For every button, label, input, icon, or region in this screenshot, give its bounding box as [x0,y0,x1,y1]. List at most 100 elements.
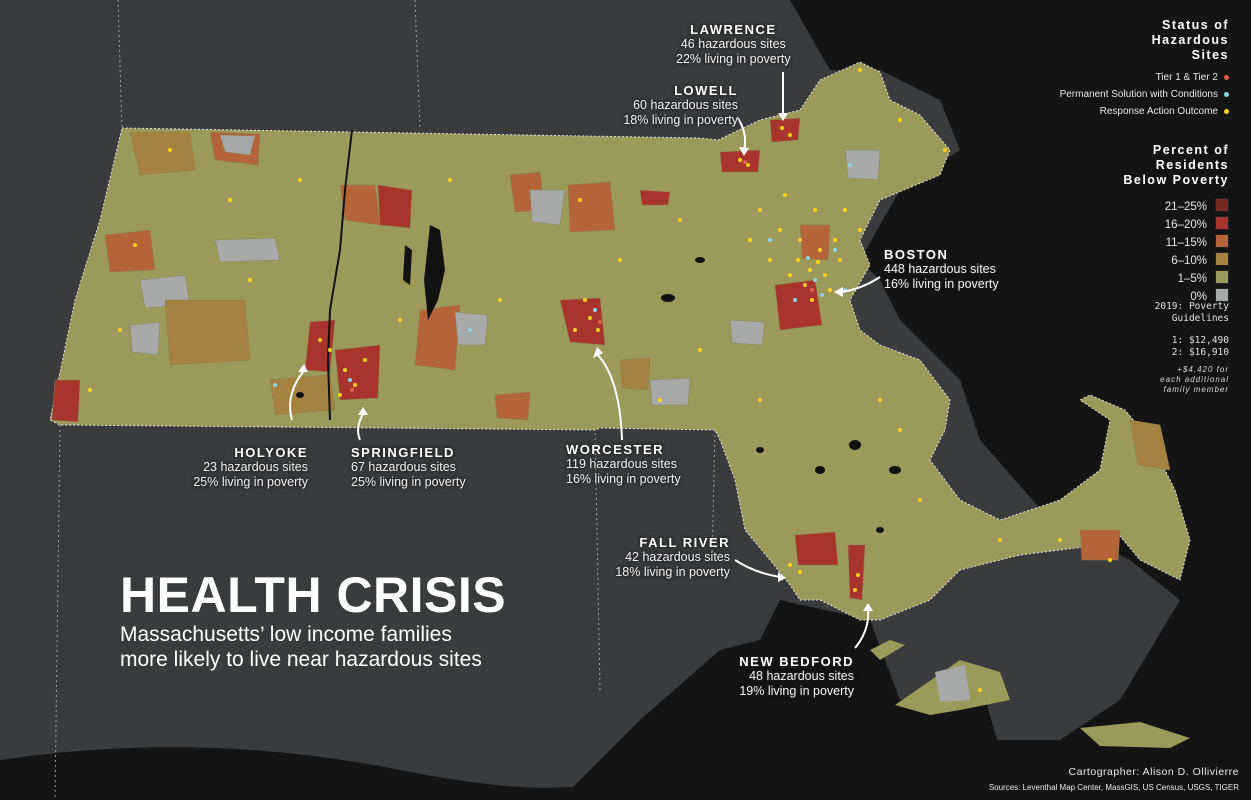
legend-dot-icon [1224,91,1229,97]
city-poverty: 22% living in poverty [676,52,791,66]
legend-heading-line: Residents [1155,158,1229,172]
city-name: WORCESTER [566,442,664,457]
legend-label: 16–20% [1164,219,1207,231]
city-poverty: 18% living in poverty [615,565,730,579]
legend-status-tier: Tier 1 & Tier 2 [1060,69,1229,86]
legend-status-heading: Status of Hazardous Sites [1060,18,1229,63]
legend-status-response: Response Action Outcome [1060,103,1229,120]
label-lowell: LOWELL 60 hazardous sites 18% living in … [623,83,738,128]
arrow-heads [298,113,873,611]
guidelines-line: Guidelines [1171,313,1229,324]
nantucket [1080,722,1190,748]
city-sites: 48 hazardous sites [749,669,854,683]
city-sites: 60 hazardous sites [633,98,738,112]
legend-poverty: Percent of Residents Below Poverty 21–25… [1123,143,1229,306]
arrow-worcester [597,354,623,441]
poverty-guidelines: 2019: Poverty Guidelines 1: $12,490 2: $… [1155,301,1229,395]
label-springfield: SPRINGFIELD 67 hazardous sites 25% livin… [351,445,466,490]
city-poverty: 19% living in poverty [739,684,854,698]
map-title: HEALTH CRISIS [120,567,507,623]
city-poverty: 25% living in poverty [193,475,308,489]
city-poverty: 16% living in poverty [566,472,681,486]
massachusetts-mainland [49,61,1191,621]
label-new-bedford: NEW BEDFORD 48 hazardous sites 19% livin… [739,654,854,699]
guidelines-note: +$4,420 for each additional family membe… [1155,365,1229,395]
arrow-boston [839,276,881,293]
city-sites: 448 hazardous sites [884,262,996,276]
legend-swatch [1215,252,1229,266]
legend-site-status: Status of Hazardous Sites Tier 1 & Tier … [1060,18,1229,120]
label-fall-river: FALL RIVER 42 hazardous sites 18% living… [615,535,730,580]
legend-dot-icon [1224,74,1229,80]
subtitle-line2: more likely to live near hazardous sites [120,648,482,671]
label-boston: BOSTON 448 hazardous sites 16% living in… [884,247,999,292]
legend-label: 11–15% [1165,237,1207,249]
city-sites: 42 hazardous sites [625,550,730,564]
legend-dot-icon [1224,108,1229,114]
annotation-arrows [289,72,881,649]
vineyard-town-gray [935,665,970,702]
arrow-new-bedford [854,607,870,649]
legend-poverty-row: 21–25% [1123,198,1229,216]
long-island-sound [0,747,640,800]
legend-swatch [1215,270,1229,284]
legend-swatch [1215,288,1229,302]
ocean [790,0,1251,800]
city-name: HOLYOKE [234,445,308,460]
water-features [296,225,901,533]
subtitle-line1: Massachusetts’ low income families [120,623,452,646]
arrow-fall-river [734,559,781,578]
label-worcester: WORCESTER 119 hazardous sites 16% living… [566,442,681,487]
city-poverty: 18% living in poverty [623,113,738,127]
legend-heading-line: Sites [1191,48,1229,62]
city-name: FALL RIVER [639,535,730,550]
legend-label: Response Action Outcome [1099,106,1218,117]
legend-poverty-row: 16–20% [1123,216,1229,234]
legend-swatch [1215,198,1229,212]
label-lawrence: LAWRENCE 46 hazardous sites 22% living i… [676,22,791,67]
map-subtitle: Massachusetts’ low income families more … [120,622,540,672]
legend-heading-line: Percent of [1152,143,1229,157]
city-sites: 46 hazardous sites [680,37,786,51]
city-name: SPRINGFIELD [351,445,455,460]
city-sites: 67 hazardous sites [351,460,456,474]
cartographer-credit: Cartographer: Alison D. Ollivierre [1068,766,1239,778]
guidelines-heading: 2019: Poverty Guidelines [1155,301,1229,325]
state-borders [54,0,716,800]
legend-label: Tier 1 & Tier 2 [1155,72,1218,83]
legend-status-permanent: Permanent Solution with Conditions [1060,86,1229,103]
guidelines-line: 2: $16,910 [1171,347,1229,358]
legend-heading-line: Hazardous [1151,33,1229,47]
city-name: LAWRENCE [690,22,777,37]
guidelines-note-line: family member [1163,385,1229,394]
connecticut-river [326,129,353,421]
guidelines-line: 1: $12,490 [1171,335,1229,346]
legend-label: 21–25% [1164,201,1207,213]
legend-label: 6–10% [1171,255,1207,267]
legend-poverty-row: 6–10% [1123,252,1229,270]
city-name: NEW BEDFORD [739,654,854,669]
city-poverty: 16% living in poverty [884,277,999,291]
city-poverty: 25% living in poverty [351,475,466,489]
label-holyoke: HOLYOKE 23 hazardous sites 25% living in… [193,445,308,490]
arrow-holyoke [289,371,304,421]
city-name: BOSTON [884,247,949,262]
legend-poverty-row: 1–5% [1123,270,1229,288]
city-sites: 23 hazardous sites [203,460,308,474]
legend-heading-line: Below Poverty [1123,173,1229,187]
legend-swatch [1215,234,1229,248]
legend-poverty-heading: Percent of Residents Below Poverty [1123,143,1229,188]
guidelines-note-line: +$4,420 for [1177,365,1229,374]
hazard-sites [88,68,1112,692]
legend-poverty-row: 11–15% [1123,234,1229,252]
legend-label: 0% [1190,291,1207,303]
guidelines-note-line: each additional [1160,375,1229,384]
legend-label: 1–5% [1177,273,1207,285]
legend-label: Permanent Solution with Conditions [1059,89,1218,100]
sources-credit: Sources: Leventhal Map Center, MassGIS, … [988,783,1239,792]
arrow-springfield [357,413,364,441]
city-name: LOWELL [674,83,738,98]
city-sites: 119 hazardous sites [566,457,677,471]
elizabeth-islands [870,640,905,660]
